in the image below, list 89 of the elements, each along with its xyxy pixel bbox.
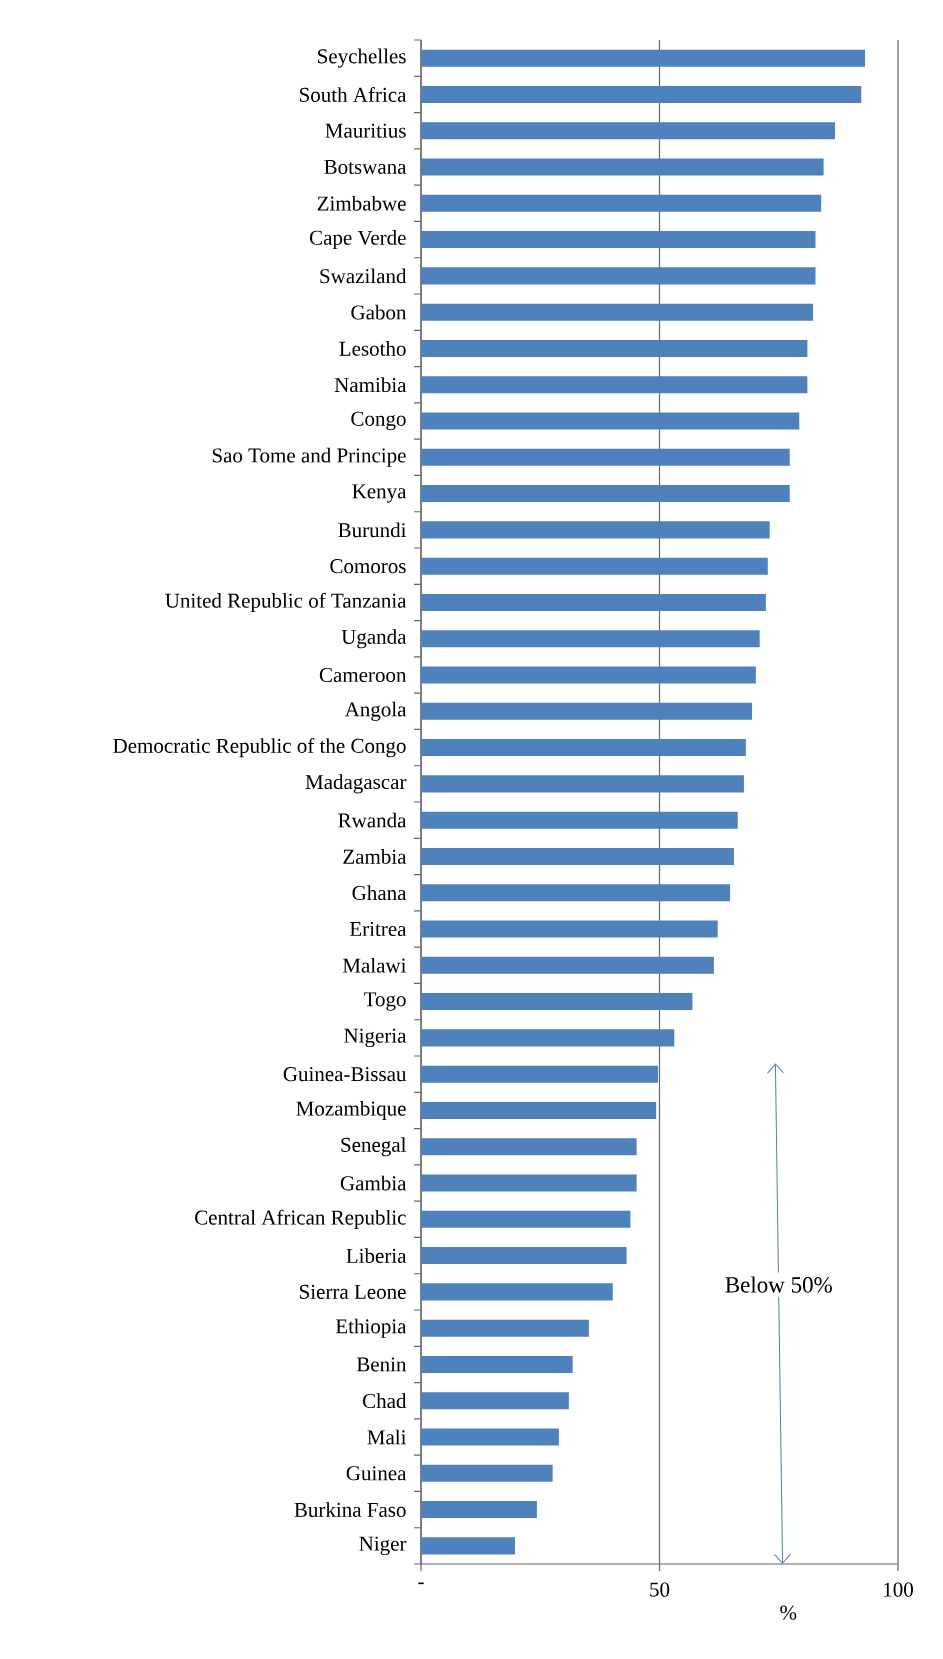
y-tick-label: Mozambique — [296, 1100, 406, 1120]
bar — [421, 158, 824, 176]
y-tick-label: Malawi — [342, 957, 407, 973]
y-tick-label: Cape Verde — [309, 230, 406, 250]
bar — [421, 557, 768, 575]
y-tick-label: Ethiopia — [335, 1318, 407, 1338]
y-tick-label: Burundi — [338, 522, 407, 538]
bar — [421, 485, 790, 503]
y-tick-label: Sierra Leone — [300, 1284, 406, 1299]
y-tick-label: Democratic Republic of the Congo — [113, 737, 406, 758]
bar — [421, 1428, 559, 1446]
y-tick-label: Chad — [363, 1393, 407, 1409]
bar — [421, 339, 808, 357]
bar — [421, 85, 862, 103]
bar — [421, 1101, 657, 1119]
y-tick-label: Eritrea — [349, 921, 407, 937]
x-tick-label: 50 — [650, 1582, 670, 1597]
bar — [421, 1464, 553, 1482]
bar — [421, 775, 744, 793]
y-tick-label: Nigeria — [344, 1028, 407, 1048]
y-tick-label: Uganda — [341, 629, 407, 649]
bar — [421, 231, 816, 249]
bar — [421, 847, 734, 865]
bar — [421, 739, 746, 757]
y-tick-label: Central African Republic — [195, 1209, 406, 1229]
bar — [421, 1319, 589, 1337]
y-tick-label: Mali — [367, 1429, 407, 1445]
bar — [421, 1029, 675, 1047]
bar — [421, 1283, 613, 1301]
bar — [421, 267, 816, 285]
x-axis-title: % — [780, 1605, 797, 1620]
y-tick-label: Niger — [359, 1536, 407, 1556]
y-tick-label: Botswana — [324, 160, 407, 174]
bar — [421, 993, 693, 1011]
bar — [421, 1065, 659, 1083]
x-tick-label: 100 — [884, 1582, 913, 1597]
bar — [421, 376, 808, 394]
y-tick-label: Seychelles — [318, 48, 406, 68]
y-tick-label: Togo — [363, 992, 406, 1011]
y-tick-label: Namibia — [334, 377, 407, 393]
bar — [421, 1355, 573, 1373]
x-tick-label: - — [418, 1582, 424, 1585]
y-tick-label: Zambia — [343, 849, 407, 864]
y-tick-label: Comoros — [330, 559, 406, 574]
bar — [421, 593, 766, 611]
bar — [421, 1138, 637, 1156]
y-tick-label: Rwanda — [338, 812, 407, 828]
y-tick-label: Madagascar — [305, 774, 407, 794]
bar — [421, 448, 790, 466]
y-tick-label: Cameroon — [319, 667, 407, 683]
bar — [421, 521, 770, 539]
annotation: Below 50% — [725, 1276, 832, 1293]
y-tick-label: Guinea-Bissau — [283, 1067, 407, 1082]
bar — [421, 1501, 537, 1519]
y-tick-label: Sao Tome and Principe — [212, 447, 406, 467]
y-tick-label: Swaziland — [320, 268, 407, 284]
bar — [421, 194, 822, 212]
y-tick-label: Senegal — [341, 1137, 407, 1157]
bar — [421, 1537, 515, 1555]
y-tick-label: Gabon — [351, 304, 407, 320]
y-tick-label: Liberia — [346, 1248, 407, 1263]
y-tick-label: Lesotho — [339, 341, 406, 356]
y-tick-label: Zimbabwe — [317, 195, 406, 211]
y-tick-label: South Africa — [299, 86, 407, 102]
y-tick-label: Burkina Faso — [294, 1502, 406, 1517]
bar — [421, 412, 800, 430]
bar — [421, 920, 718, 938]
bar — [421, 811, 738, 829]
y-tick-label: Congo — [351, 411, 406, 431]
bar — [421, 884, 731, 902]
y-tick-label: Mauritius — [325, 123, 406, 138]
bar — [421, 1247, 627, 1265]
bar — [421, 702, 753, 720]
bar — [421, 1392, 569, 1410]
y-tick-label: Kenya — [352, 484, 407, 503]
bar — [421, 303, 814, 321]
y-tick-label: Gambia — [340, 1175, 407, 1191]
y-tick-label: Angola — [344, 701, 407, 721]
y-tick-label: Guinea — [346, 1466, 407, 1481]
bar — [421, 666, 756, 684]
y-tick-label: Benin — [356, 1357, 407, 1372]
bar — [421, 1174, 637, 1192]
bar — [421, 956, 714, 974]
bar — [421, 122, 836, 140]
bar — [421, 1210, 631, 1228]
bar — [421, 630, 760, 648]
y-tick-label: Ghana — [352, 885, 407, 901]
y-tick-label: United Republic of Tanzania — [165, 592, 407, 613]
bar — [421, 49, 866, 67]
